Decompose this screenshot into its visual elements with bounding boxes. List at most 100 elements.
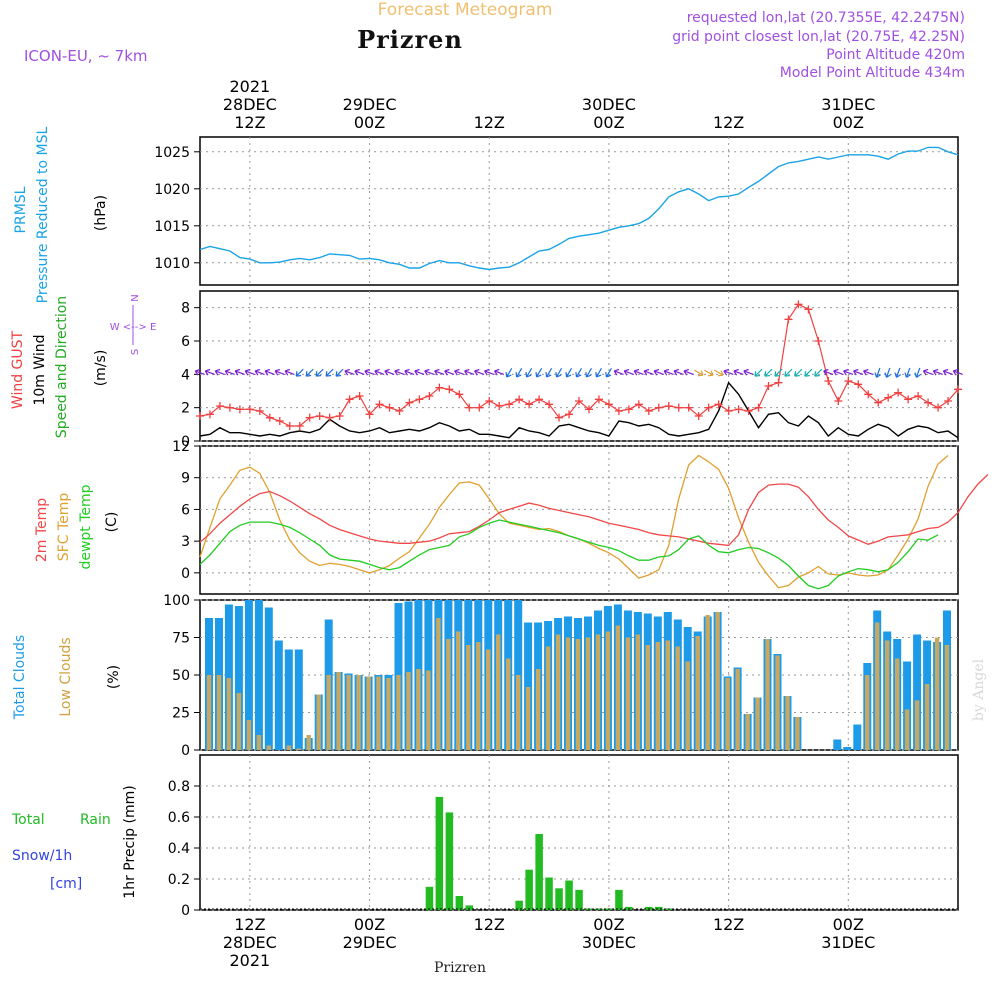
bottom-time-label: 30DEC [582,933,636,952]
top-time-label: 31DEC [821,95,875,114]
low-clouds-bar [246,720,252,750]
low-clouds-bar [346,675,351,750]
rain-bar [525,869,533,910]
low-clouds-bar [735,669,740,750]
wind-arrow-icon [204,368,215,376]
gust-marker [734,405,743,414]
gust-marker [864,390,873,399]
low-clouds-bar [895,658,900,750]
gust-marker [265,413,274,422]
y-tick-label: 1025 [154,145,190,161]
wind-arrow-icon [653,368,664,376]
y-tick-label: 2 [181,401,190,417]
rain-bar [535,834,543,910]
gust-marker [924,398,933,407]
low-clouds-bar [545,646,551,750]
wind-label: 10m Wind [32,334,48,405]
low-clouds-bar [486,649,491,750]
rain-bar [645,906,653,910]
wind-arrow-icon [932,368,943,376]
gust-marker [555,413,564,422]
gust-marker [345,395,354,404]
low-clouds-bar [795,717,800,750]
top-time-label: 12Z [234,113,265,132]
gust-marker [465,403,474,412]
gust-marker [944,397,953,405]
y-tick-label: 1015 [154,219,190,235]
gust-marker [874,398,883,407]
low-clouds-bar [466,645,471,750]
low-clouds-bar [516,675,521,750]
low-clouds-bar [705,615,710,750]
gust-marker [614,407,623,415]
wind-arrow-icon [364,368,375,376]
wind-arrow-icon [605,368,612,378]
low-clouds-bar [785,696,790,750]
gust-marker [475,403,484,412]
wind-arrow-icon [484,368,495,376]
bottom-time-label: 2021 [230,951,271,970]
low-clouds-bar [725,678,730,750]
low-clouds-bar [376,676,381,750]
direction-label: Speed and Direction [54,296,70,438]
total-clouds-bar [284,649,293,750]
gust-marker [644,407,653,415]
gust-marker [934,403,943,412]
footer-location: Prizren [434,960,486,976]
gust-marker [515,395,524,404]
gust-marker [575,397,583,405]
wind-arrow-icon [894,367,901,378]
wind-arrow-icon [833,368,844,376]
gust-marker [375,400,384,409]
y-tick-label: 0.6 [168,810,190,826]
bottom-time-label: 00Z [354,915,385,934]
top-time-label: 00Z [354,113,385,132]
gust-marker [664,402,673,410]
wind-arrow-icon [683,368,694,376]
low-clouds-bar [416,669,421,750]
wind-arrow-icon [394,368,405,376]
wind-arrow-icon [335,368,344,377]
gust-marker [215,402,224,410]
top-time-label: 12Z [713,113,744,132]
low-clouds-bar [296,748,301,750]
panel-frame [199,290,959,442]
wind-arrow-icon [784,368,793,377]
y-tick-label: 0 [181,566,190,582]
wind-arrow-icon [525,368,533,378]
gust-marker [594,395,603,404]
rain-bar [565,880,573,910]
wind-arrow-icon [494,368,505,376]
y-tick-label: 1010 [154,256,190,272]
low-clouds-bar [266,745,271,750]
low-clouds-bar [386,678,391,750]
gust-marker [415,395,424,404]
low-clouds-bar [575,639,581,750]
gust-marker [774,378,783,387]
low-clouds-bar [615,625,621,750]
low-clouds-bar [585,637,591,750]
low-clouds-bar [715,612,720,750]
rain-bar [545,877,553,910]
low-clouds-bar [924,684,930,750]
wind-line [199,381,959,439]
low-clouds-bar [236,693,242,750]
compass-north: N [130,294,141,301]
wind-arrow-icon [623,368,634,376]
compass-icon: N W <--> E S [110,294,157,355]
low-clouds-bar [635,634,641,750]
wind-arrow-icon [613,368,624,376]
pressure-line [199,146,959,271]
wind-arrow-icon [194,368,205,376]
total-clouds-label: Total Clouds [12,635,28,720]
total-clouds-bar [833,739,842,750]
temp2m-line [199,474,989,547]
gust-marker [794,300,803,309]
wind-arrow-icon [942,368,953,376]
y-tick-label: 6 [181,334,190,350]
gust-marker [764,382,773,390]
wind-arrow-icon [754,368,763,377]
wind-arrow-icon [733,368,744,376]
wind-arrow-icon [704,369,714,377]
sfctemp-line [199,454,949,589]
